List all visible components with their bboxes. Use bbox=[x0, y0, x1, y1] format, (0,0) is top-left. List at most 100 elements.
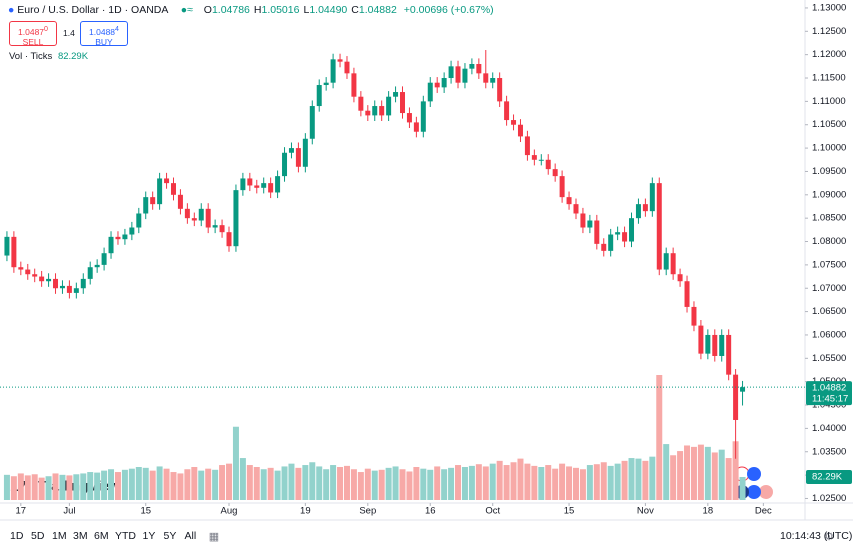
y-tick-label: 1.03500 bbox=[812, 446, 846, 457]
volume-bar bbox=[427, 469, 434, 500]
candle-body bbox=[594, 220, 600, 244]
candle-body bbox=[504, 101, 510, 121]
candle-body bbox=[670, 253, 676, 275]
volume-bar bbox=[177, 473, 184, 500]
candle-body bbox=[53, 278, 59, 289]
candle-body bbox=[524, 136, 530, 156]
sell-button[interactable]: 1.04870 SELL bbox=[9, 21, 57, 47]
candle-body bbox=[39, 276, 45, 282]
x-tick-label: 18 bbox=[703, 506, 714, 517]
volume-bar bbox=[385, 467, 392, 500]
volume-bar bbox=[191, 467, 198, 500]
volume-bar bbox=[552, 468, 559, 500]
candle-body bbox=[400, 92, 405, 114]
candle-body bbox=[629, 218, 635, 242]
volume-bar bbox=[600, 462, 607, 500]
volume-bar bbox=[121, 469, 128, 500]
y-tick-label: 1.12000 bbox=[812, 49, 846, 60]
volume-header: Vol · Ticks 82.29K bbox=[9, 51, 88, 62]
range-button[interactable]: 1M bbox=[52, 530, 67, 542]
range-button[interactable]: 1D bbox=[10, 530, 24, 542]
candle-body bbox=[698, 325, 704, 354]
candle-body bbox=[587, 220, 593, 228]
candle-body bbox=[233, 190, 239, 247]
volume-bar bbox=[364, 468, 371, 500]
countdown-label: 11:45:17 bbox=[812, 394, 848, 405]
volume-bar bbox=[614, 463, 621, 500]
candle-body bbox=[649, 183, 655, 212]
x-tick-label: Nov bbox=[637, 506, 654, 517]
date-range-icon[interactable]: ▦ bbox=[209, 531, 219, 543]
volume-bar bbox=[343, 465, 350, 500]
candle-body bbox=[150, 197, 156, 205]
candle-body bbox=[87, 267, 93, 279]
y-tick-label: 1.10000 bbox=[812, 143, 846, 154]
ohlc-letter: O bbox=[203, 4, 212, 16]
volume-bar bbox=[337, 467, 344, 500]
range-button[interactable]: All bbox=[184, 530, 197, 542]
candle-body bbox=[622, 232, 628, 242]
ohlc-value: 1.05016 bbox=[261, 4, 300, 16]
candle-body bbox=[573, 204, 579, 214]
volume-bar bbox=[593, 464, 600, 500]
range-button[interactable]: 3M bbox=[73, 530, 88, 542]
volume-bar bbox=[316, 466, 323, 500]
volume-bar bbox=[52, 473, 59, 500]
candle-body bbox=[615, 232, 621, 235]
volume-bars bbox=[3, 375, 746, 500]
candle-body bbox=[184, 208, 190, 219]
volume-bar bbox=[635, 458, 642, 500]
volume-bar bbox=[357, 472, 364, 500]
volume-bar bbox=[135, 467, 142, 500]
candle-body bbox=[11, 236, 17, 268]
x-tick-label: Dec bbox=[755, 506, 772, 517]
candle-body bbox=[170, 183, 176, 195]
candle-body bbox=[337, 59, 343, 62]
volume-bar bbox=[566, 466, 573, 500]
volume-bar bbox=[690, 446, 697, 500]
candle-body bbox=[323, 82, 329, 86]
candle-body bbox=[254, 185, 260, 188]
candle-body bbox=[80, 278, 86, 289]
range-button[interactable]: YTD bbox=[115, 530, 136, 542]
volume-bar bbox=[302, 465, 309, 500]
volume-bar bbox=[656, 375, 663, 500]
candle-body bbox=[275, 176, 281, 193]
candle-body bbox=[719, 334, 725, 356]
icon[interactable] bbox=[759, 485, 773, 499]
buy-button[interactable]: 1.04884 BUY bbox=[80, 21, 128, 47]
candle-body bbox=[517, 124, 523, 137]
volume-bar bbox=[586, 465, 593, 500]
symbol-header: ● Euro / U.S. Dollar · 1D · OANDA ●≈ O1.… bbox=[8, 4, 494, 16]
icon[interactable] bbox=[747, 485, 761, 499]
icon[interactable] bbox=[747, 467, 761, 481]
range-button[interactable]: 1Y bbox=[142, 530, 156, 542]
volume-bar bbox=[607, 465, 614, 500]
volume-bar bbox=[219, 465, 226, 500]
volume-bar bbox=[517, 458, 524, 500]
candle-body bbox=[601, 243, 607, 251]
volume-bar bbox=[684, 445, 691, 500]
range-button[interactable]: 5Y bbox=[163, 530, 177, 542]
volume-bar bbox=[149, 470, 156, 500]
candle-body bbox=[740, 387, 746, 392]
range-button[interactable]: 5D bbox=[31, 530, 45, 542]
volume-bar bbox=[309, 462, 316, 500]
range-button[interactable]: 6M bbox=[94, 530, 109, 542]
candle-body bbox=[46, 278, 52, 282]
x-tick-label: Aug bbox=[221, 506, 238, 517]
candle-body bbox=[32, 274, 38, 277]
candle-body bbox=[677, 274, 683, 282]
y-tick-label: 1.11500 bbox=[812, 73, 846, 84]
y-tick-label: 1.13000 bbox=[812, 2, 846, 13]
candle-body bbox=[566, 197, 572, 205]
volume-bar bbox=[323, 469, 330, 500]
settings-icon[interactable]: ⚙ bbox=[824, 531, 834, 543]
volume-bar bbox=[142, 467, 149, 500]
volume-bar bbox=[31, 474, 38, 500]
volume-bar bbox=[114, 472, 121, 500]
volume-bar bbox=[288, 463, 295, 500]
volume-bar bbox=[274, 470, 281, 500]
volume-bar bbox=[371, 470, 378, 500]
volume-bar bbox=[212, 469, 219, 500]
